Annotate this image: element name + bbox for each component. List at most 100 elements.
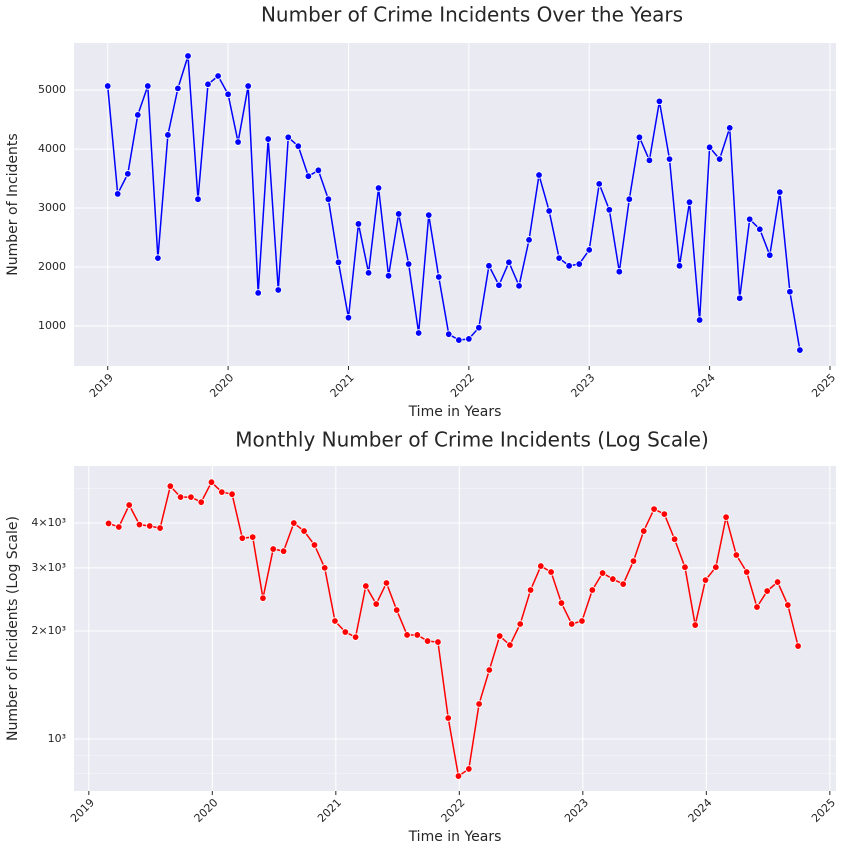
data-point bbox=[423, 637, 432, 645]
data-point bbox=[228, 490, 236, 498]
x-axis-label: Time in Years bbox=[408, 829, 502, 845]
data-point bbox=[660, 510, 669, 518]
data-point bbox=[525, 236, 533, 244]
x-tick-label: 2024 bbox=[689, 371, 718, 400]
x-tick-label: 2020 bbox=[207, 371, 236, 400]
data-point bbox=[194, 195, 202, 203]
data-point bbox=[722, 513, 730, 521]
data-point bbox=[435, 273, 443, 281]
data-point bbox=[465, 765, 473, 773]
data-point bbox=[516, 620, 524, 628]
data-point bbox=[294, 142, 302, 150]
data-point bbox=[735, 294, 744, 302]
data-point bbox=[732, 551, 741, 559]
data-point bbox=[207, 478, 216, 486]
data-point bbox=[475, 323, 483, 332]
data-point bbox=[776, 188, 784, 196]
y-tick-label: 3×10³ bbox=[31, 561, 66, 574]
y-tick-label: 4000 bbox=[38, 142, 66, 155]
data-point bbox=[304, 172, 313, 180]
data-point bbox=[485, 666, 494, 674]
data-point bbox=[218, 488, 226, 496]
data-point bbox=[445, 330, 453, 338]
data-point bbox=[585, 246, 593, 254]
data-point bbox=[766, 251, 774, 259]
data-point bbox=[547, 568, 555, 576]
data-point bbox=[113, 190, 122, 198]
data-point bbox=[135, 520, 144, 529]
data-point bbox=[382, 579, 391, 587]
data-point bbox=[334, 258, 343, 266]
data-point bbox=[615, 267, 624, 276]
data-point bbox=[187, 493, 195, 501]
plot-area bbox=[74, 43, 836, 366]
chart-title: Number of Crime Incidents Over the Years bbox=[261, 3, 683, 27]
data-point bbox=[444, 714, 452, 722]
data-point bbox=[372, 600, 380, 608]
y-axis-label: Number of Incidents (Log Scale) bbox=[5, 516, 21, 741]
data-point bbox=[485, 262, 493, 270]
data-point bbox=[164, 131, 172, 139]
data-point bbox=[425, 211, 433, 219]
data-point bbox=[394, 210, 403, 218]
data-point bbox=[264, 135, 272, 143]
y-tick-label: 5000 bbox=[38, 83, 66, 96]
data-point bbox=[154, 254, 162, 262]
data-point bbox=[166, 482, 175, 490]
data-point bbox=[786, 288, 794, 296]
data-point bbox=[104, 82, 112, 90]
data-point bbox=[310, 541, 319, 549]
data-point bbox=[324, 195, 333, 203]
data-point bbox=[455, 336, 463, 344]
data-point bbox=[526, 586, 535, 594]
data-point bbox=[341, 628, 350, 636]
data-point bbox=[364, 269, 373, 277]
data-point bbox=[124, 170, 132, 178]
data-point bbox=[362, 582, 370, 590]
data-point bbox=[134, 111, 142, 119]
data-point bbox=[557, 599, 566, 607]
x-tick-label: 2025 bbox=[809, 371, 838, 400]
data-point bbox=[184, 52, 192, 60]
data-point bbox=[635, 133, 644, 142]
data-point bbox=[506, 641, 514, 649]
x-tick-label: 2021 bbox=[315, 796, 344, 825]
data-point bbox=[475, 700, 483, 708]
data-point bbox=[578, 617, 586, 625]
y-tick-label: 2000 bbox=[38, 260, 66, 273]
x-tick-label: 2021 bbox=[328, 371, 357, 400]
data-point bbox=[545, 207, 553, 215]
data-point bbox=[176, 493, 185, 501]
data-point bbox=[495, 281, 503, 289]
data-point bbox=[254, 289, 262, 297]
x-tick-label: 2025 bbox=[809, 796, 838, 825]
data-point bbox=[555, 254, 563, 262]
x-tick-label: 2024 bbox=[686, 796, 715, 825]
data-point bbox=[344, 313, 353, 322]
data-point bbox=[745, 215, 754, 223]
data-point bbox=[384, 272, 393, 280]
data-point bbox=[269, 545, 277, 553]
data-point bbox=[743, 568, 751, 576]
data-point bbox=[413, 631, 422, 639]
data-point bbox=[705, 143, 714, 152]
data-point bbox=[796, 346, 804, 354]
data-point bbox=[715, 155, 724, 163]
data-point bbox=[454, 772, 463, 780]
data-point bbox=[575, 260, 583, 268]
data-point bbox=[568, 620, 576, 628]
data-point bbox=[351, 633, 360, 641]
data-point bbox=[712, 563, 720, 571]
x-tick-label: 2019 bbox=[87, 371, 116, 400]
data-point bbox=[279, 547, 288, 555]
data-point bbox=[565, 262, 573, 270]
y-axis-label: Number of Incidents bbox=[5, 133, 21, 275]
data-point bbox=[403, 631, 411, 639]
data-point bbox=[681, 563, 689, 571]
x-tick-label: 2020 bbox=[192, 796, 221, 825]
data-point bbox=[465, 335, 473, 343]
data-point bbox=[393, 606, 401, 614]
data-point bbox=[284, 133, 292, 142]
data-point bbox=[434, 638, 442, 646]
data-point bbox=[726, 124, 734, 132]
